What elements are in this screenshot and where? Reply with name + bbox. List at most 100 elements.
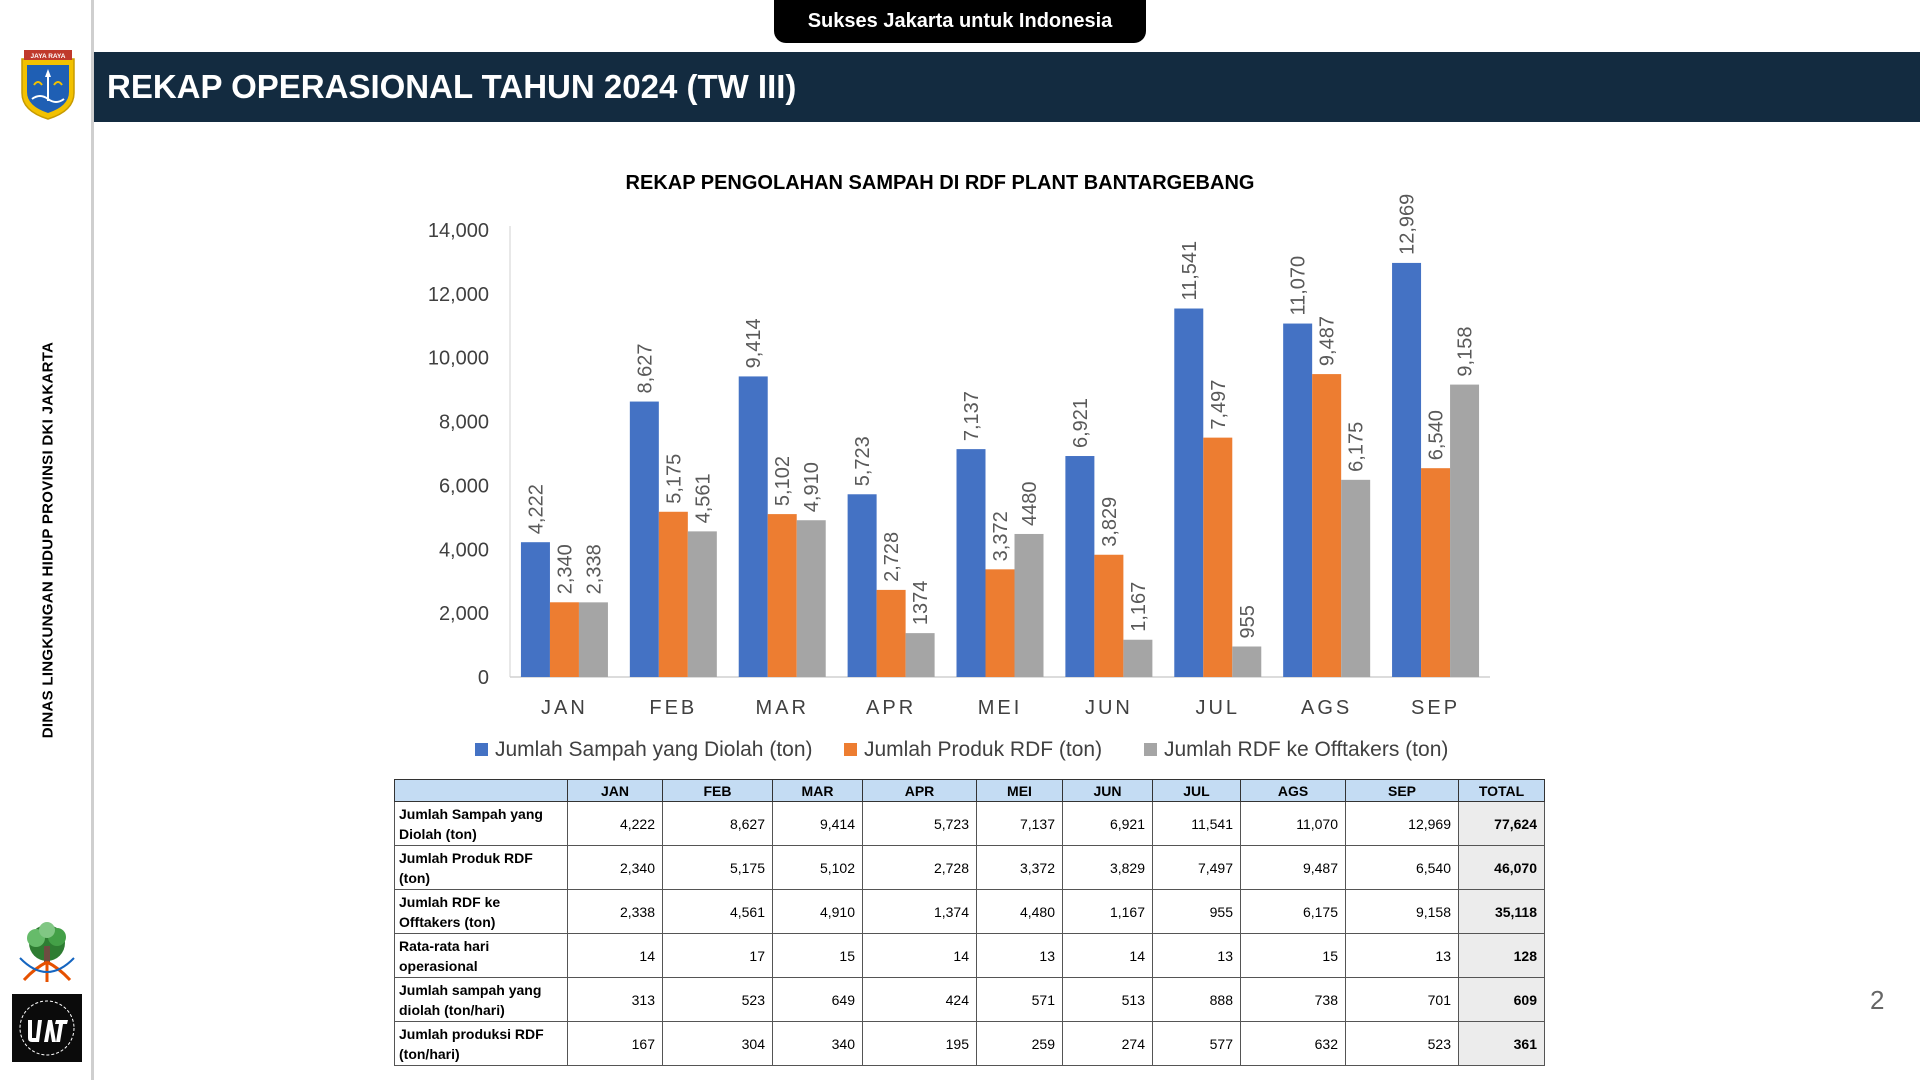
legend-swatch-1 bbox=[475, 743, 488, 756]
bar-2 bbox=[876, 589, 906, 677]
y-tick-label: 0 bbox=[478, 667, 489, 689]
bar-2 bbox=[1094, 554, 1124, 677]
table-cell: 14 bbox=[1062, 933, 1153, 978]
table-cell: 14 bbox=[567, 933, 663, 978]
legend-swatch-2 bbox=[844, 743, 857, 756]
bar-3 bbox=[1123, 639, 1153, 677]
y-tick-label: 10,000 bbox=[428, 348, 489, 370]
table-row-label: Jumlah Produk RDF (ton) bbox=[394, 845, 568, 890]
data-label: 5,175 bbox=[663, 454, 685, 504]
table-cell: 304 bbox=[662, 1021, 773, 1066]
x-tick-label: JAN bbox=[541, 697, 588, 719]
data-label: 11,070 bbox=[1288, 256, 1310, 316]
recap-table: JAN FEB MAR APR MEI JUN JUL AGS SEP TOTAL Jumlah … bbox=[394, 779, 1545, 1066]
x-tick-label: FEB bbox=[649, 697, 697, 719]
data-label: 7,497 bbox=[1208, 380, 1230, 430]
table-cell: 5,102 bbox=[772, 845, 863, 890]
table-total-cell: 77,624 bbox=[1458, 801, 1545, 846]
table-body: Jumlah Sampah yang Diolah (ton) 4,222 8,62… bbox=[394, 801, 1545, 1066]
bar-3 bbox=[796, 520, 826, 677]
table-cell: 2,728 bbox=[862, 845, 977, 890]
table-cell: 577 bbox=[1152, 1021, 1241, 1066]
table-cell: 12,969 bbox=[1345, 801, 1459, 846]
data-label: 11,541 bbox=[1179, 241, 1201, 301]
y-tick-label: 6,000 bbox=[439, 475, 489, 497]
table-row: Jumlah Produk RDF (ton) 2,340 5,175 5,102 2,… bbox=[394, 845, 1545, 890]
table-cell: 5,175 bbox=[662, 845, 773, 890]
y-tick-label: 12,000 bbox=[428, 284, 489, 306]
data-label: 9,414 bbox=[743, 318, 765, 368]
data-label: 6,921 bbox=[1070, 398, 1092, 448]
table-total-cell: 361 bbox=[1458, 1021, 1545, 1066]
table-cell: 259 bbox=[976, 1021, 1063, 1066]
chart-title: REKAP PENGOLAHAN SAMPAH DI RDF PLANT BAN… bbox=[626, 172, 1255, 194]
table-cell: 13 bbox=[1152, 933, 1241, 978]
data-label: 4,222 bbox=[525, 484, 547, 534]
table-column-header: JUN bbox=[1062, 779, 1153, 802]
table-cell: 4,222 bbox=[567, 801, 663, 846]
bar-3 bbox=[1014, 533, 1044, 677]
table-column-header: AGS bbox=[1240, 779, 1346, 802]
x-tick-label: JUN bbox=[1085, 697, 1133, 719]
table-cell: 6,175 bbox=[1240, 889, 1346, 934]
bar-3 bbox=[905, 633, 935, 677]
x-tick-label: APR bbox=[866, 697, 916, 719]
x-tick-label: SEP bbox=[1411, 697, 1460, 719]
table-cell: 4,480 bbox=[976, 889, 1063, 934]
bar-1 bbox=[956, 449, 986, 677]
table-cell: 4,561 bbox=[662, 889, 773, 934]
table-cell: 3,372 bbox=[976, 845, 1063, 890]
table-cell: 424 bbox=[862, 977, 977, 1022]
data-label: 2,338 bbox=[583, 544, 605, 594]
table-cell: 11,541 bbox=[1152, 801, 1241, 846]
table-row-label: Rata-rata hari operasional bbox=[394, 933, 568, 978]
x-tick-label: JUL bbox=[1195, 697, 1240, 719]
bar-1 bbox=[1392, 262, 1422, 677]
bar-1 bbox=[1174, 308, 1204, 677]
table-cell: 14 bbox=[862, 933, 977, 978]
bar-1 bbox=[1283, 323, 1313, 677]
jakarta-emblem-icon: JAYA RAYA bbox=[21, 50, 75, 120]
bar-2 bbox=[1312, 374, 1342, 677]
y-tick-label: 8,000 bbox=[439, 412, 489, 434]
bar-chart: REKAP PENGOLAHAN SAMPAH DI RDF PLANT BAN… bbox=[428, 172, 1490, 761]
table-column-header: JAN bbox=[567, 779, 663, 802]
bar-2 bbox=[985, 569, 1015, 677]
table-row-label: Jumlah produksi RDF (ton/hari) bbox=[394, 1021, 568, 1066]
bar-1 bbox=[520, 542, 550, 677]
table-row: Rata-rata hari operasional 14 17 15 14 13 14 13… bbox=[394, 933, 1545, 978]
y-tick-label: 4,000 bbox=[439, 539, 489, 561]
environment-agency-logo-icon bbox=[19, 922, 75, 982]
table-cell: 1,374 bbox=[862, 889, 977, 934]
table-cell: 955 bbox=[1152, 889, 1241, 934]
bar-3 bbox=[687, 531, 717, 677]
table-row: Jumlah Sampah yang Diolah (ton) 4,222 8,62… bbox=[394, 801, 1545, 846]
y-tick-label: 2,000 bbox=[439, 603, 489, 625]
data-label: 2,340 bbox=[554, 544, 576, 594]
table-cell: 6,921 bbox=[1062, 801, 1153, 846]
table-column-header: MAR bbox=[772, 779, 863, 802]
table-cell: 11,070 bbox=[1240, 801, 1346, 846]
table-row: Jumlah RDF ke Offtakers (ton) 2,338 4,561 4… bbox=[394, 889, 1545, 934]
bar-1 bbox=[738, 376, 768, 677]
table-row: Jumlah sampah yang diolah (ton/hari) 313 5… bbox=[394, 977, 1545, 1022]
table-cell: 167 bbox=[567, 1021, 663, 1066]
table-cell: 571 bbox=[976, 977, 1063, 1022]
bar-3 bbox=[1450, 384, 1480, 677]
x-tick-label: MAR bbox=[755, 697, 808, 719]
table-column-header: MEI bbox=[976, 779, 1063, 802]
data-label: 4,561 bbox=[692, 473, 714, 523]
title-bar: REKAP OPERASIONAL TAHUN 2024 (TW III) bbox=[94, 52, 1920, 122]
tagline-banner: Sukses Jakarta untuk Indonesia bbox=[774, 0, 1146, 43]
legend-label: Jumlah Produk RDF (ton) bbox=[864, 738, 1102, 761]
table-cell: 523 bbox=[662, 977, 773, 1022]
data-label: 3,829 bbox=[1099, 497, 1121, 547]
table-cell: 4,910 bbox=[772, 889, 863, 934]
table-row: Jumlah produksi RDF (ton/hari) 167 304 340 1… bbox=[394, 1021, 1545, 1066]
table-cell: 7,497 bbox=[1152, 845, 1241, 890]
table-column-header: SEP bbox=[1345, 779, 1459, 802]
table-cell: 8,627 bbox=[662, 801, 773, 846]
table-header-row: JAN FEB MAR APR MEI JUN JUL AGS SEP TOTAL bbox=[394, 779, 1545, 802]
bar-2 bbox=[658, 511, 688, 677]
page-number: 2 bbox=[1870, 985, 1885, 1015]
